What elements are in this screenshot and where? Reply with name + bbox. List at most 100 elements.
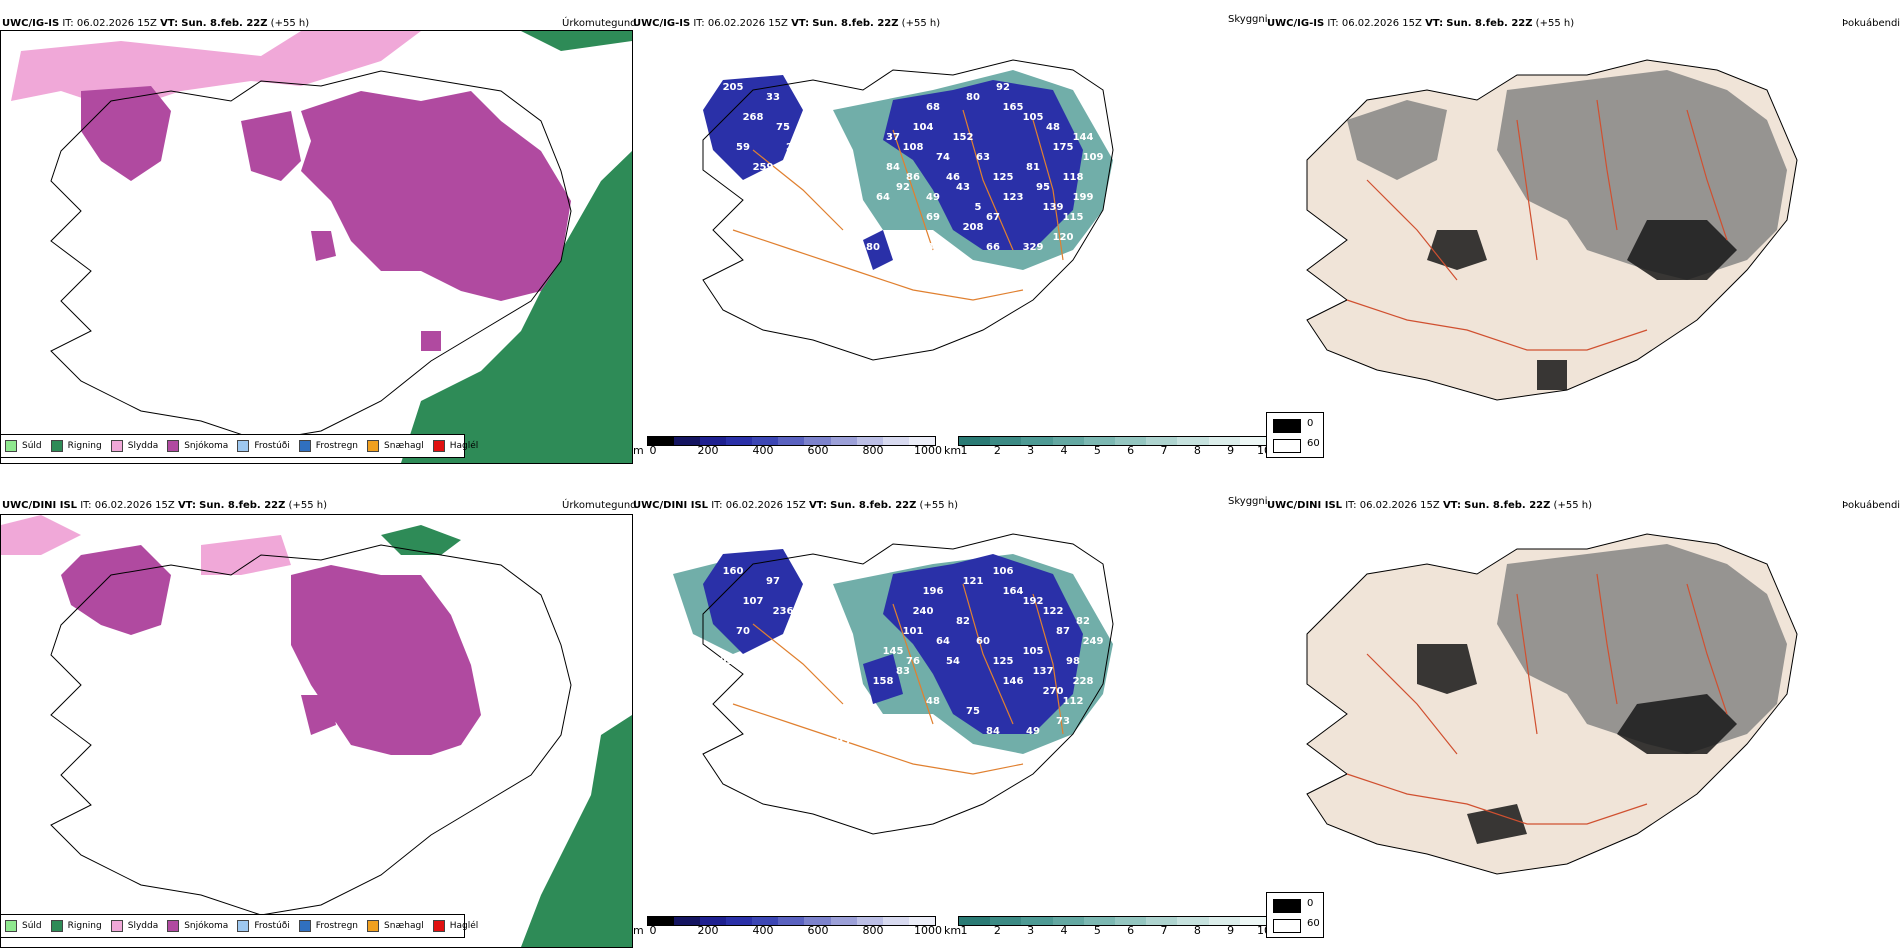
colorbar-cell: [752, 917, 779, 925]
snow-depth-label: 5: [975, 202, 982, 213]
road-network: [732, 583, 1064, 775]
snow-depth-label: 199: [1073, 192, 1094, 203]
rain-area: [381, 525, 632, 947]
colorbar-cell: [674, 917, 701, 925]
colorbar-cell: [882, 917, 909, 925]
legend-label: Haglél: [449, 921, 479, 931]
snow-depth-label: 108: [903, 142, 924, 153]
colorbar-tick-label: 1000: [914, 924, 942, 937]
lead-time: (+55 h): [919, 500, 958, 511]
fog-title: Þokuábendi: [1842, 18, 1900, 29]
snow-depth-label: 75: [776, 122, 790, 133]
fog-label-low: 0: [1307, 418, 1314, 429]
snow-depth-label: 121: [963, 576, 984, 587]
snow-depth-label: 101: [903, 626, 924, 637]
precip-type-map-svg: [1, 515, 632, 947]
snow-colorbar: m 0 200 400 600 800 1000: [633, 436, 942, 462]
snow-depth-label: 165: [1003, 102, 1024, 113]
snow-depth-label: 43: [956, 182, 970, 193]
fog-legend: 0 60: [1266, 892, 1324, 938]
road-network: [1346, 573, 1728, 825]
vt-label: VT:: [160, 18, 179, 29]
snow-depth-label: 54: [946, 656, 960, 667]
snow-depth-label: 80: [966, 92, 980, 103]
snow-depth-label: 105: [713, 656, 734, 667]
fog-map: [1267, 30, 1900, 430]
legend-item-snaehagl: Snæhagl: [367, 920, 424, 932]
legend-label: Súld: [22, 441, 42, 451]
lead-time: (+55 h): [288, 500, 327, 511]
snow-depth-label: 81: [1026, 162, 1040, 173]
snow-depth-label: 25: [786, 142, 800, 153]
colorbar-cell: [882, 437, 909, 445]
colorbar-tick-label: 200: [697, 924, 719, 937]
legend-label: Súld: [22, 921, 42, 931]
snow-depth-label: 125: [993, 172, 1014, 183]
swatch: [432, 920, 445, 932]
snow-depth-label: 86: [906, 172, 920, 183]
snow-depth-label: 160: [723, 566, 744, 577]
snow-area: [61, 545, 481, 755]
snow-depth-label: 107: [743, 596, 764, 607]
init-time: IT: 06.02.2026 15Z: [1327, 18, 1422, 29]
legend-label: Slydda: [127, 921, 159, 931]
row-2-fog-header: UWC/DINI ISL IT: 06.02.2026 15Z VT: Sun.…: [1267, 500, 1592, 512]
model-name: UWC/DINI ISL: [1267, 500, 1343, 511]
visibility-colorbar: km 1 2 3 4 5 6 7 8 9 10: [944, 436, 1274, 462]
legend-label: Frostregn: [315, 921, 359, 931]
legend-item-snjokoma: Snjókoma: [167, 920, 228, 932]
snow-depth-label: 256: [1003, 756, 1024, 767]
snow-depth-label: 123: [1003, 192, 1024, 203]
iceland-outline: [50, 70, 572, 442]
precip-legend: Súld Rigning Slydda Snjókoma Frostúði Fr…: [0, 914, 478, 938]
fog-dense-area: [1427, 220, 1737, 390]
model-name: UWC/IG-IS: [1267, 18, 1325, 29]
road-network: [732, 109, 1064, 301]
swatch: [50, 440, 63, 452]
snow-depth-label: 92: [996, 82, 1010, 93]
row-2-vis-header: UWC/DINI ISL IT: 06.02.2026 15Z VT: Sun.…: [633, 500, 958, 512]
legend-label: Rigning: [67, 441, 102, 451]
model-name: UWC/IG-IS: [633, 18, 691, 29]
colorbar-tick-label: 200: [697, 444, 719, 457]
colorbar-cell: [856, 437, 883, 445]
snow-depth-label: 48: [926, 696, 940, 707]
snow-depth-label: 74: [936, 152, 950, 163]
swatch: [432, 440, 445, 452]
snow-depth-label: 268: [743, 112, 764, 123]
iceland-outline: [702, 59, 1114, 361]
vt-label: VT:: [808, 500, 827, 511]
fog-label-high: 60: [1307, 918, 1320, 929]
init-time: IT: 06.02.2026 15Z: [62, 18, 157, 29]
legend-label: Frostregn: [315, 441, 359, 451]
fog-label-high: 60: [1307, 438, 1320, 449]
fog-swatch-high: [1273, 439, 1301, 453]
snow-depth-label: 92: [896, 182, 910, 193]
snow-depth-label: 145: [883, 646, 904, 657]
road-network: [1346, 99, 1728, 351]
snow-depth-label: 62: [756, 646, 770, 657]
colorbar-cell: [1083, 437, 1115, 445]
row-1-fog-header: UWC/IG-IS IT: 06.02.2026 15Z VT: Sun. 8.…: [1267, 18, 1574, 30]
snow-depth-label: 228: [1073, 676, 1094, 687]
colorbar-cell: [1052, 437, 1084, 445]
colorbar-tick-label: 5: [1093, 444, 1101, 457]
snow-depth-label: 49: [1026, 726, 1040, 737]
snow-depth-label: 105: [1023, 112, 1044, 123]
snow-depth-label: 192: [1023, 596, 1044, 607]
colorbar-tick-label: 5: [1093, 924, 1101, 937]
colorbar-tick-label: 400: [752, 444, 774, 457]
snow-depth-label: 122: [1043, 606, 1064, 617]
colorbar-cells: [647, 916, 936, 926]
snow-depth-label: 89: [946, 736, 960, 747]
snow-depth-label: 158: [873, 676, 894, 687]
legend-label: Frostúði: [254, 441, 290, 451]
visibility-title: Skyggni: [1228, 14, 1268, 25]
snow-depth-label: 329: [1023, 242, 1044, 253]
precip-type-map: [0, 30, 633, 464]
colorbar-cell: [778, 437, 805, 445]
init-time: IT: 06.02.2026 15Z: [711, 500, 806, 511]
legend-item-rigning: Rigning: [50, 920, 102, 932]
